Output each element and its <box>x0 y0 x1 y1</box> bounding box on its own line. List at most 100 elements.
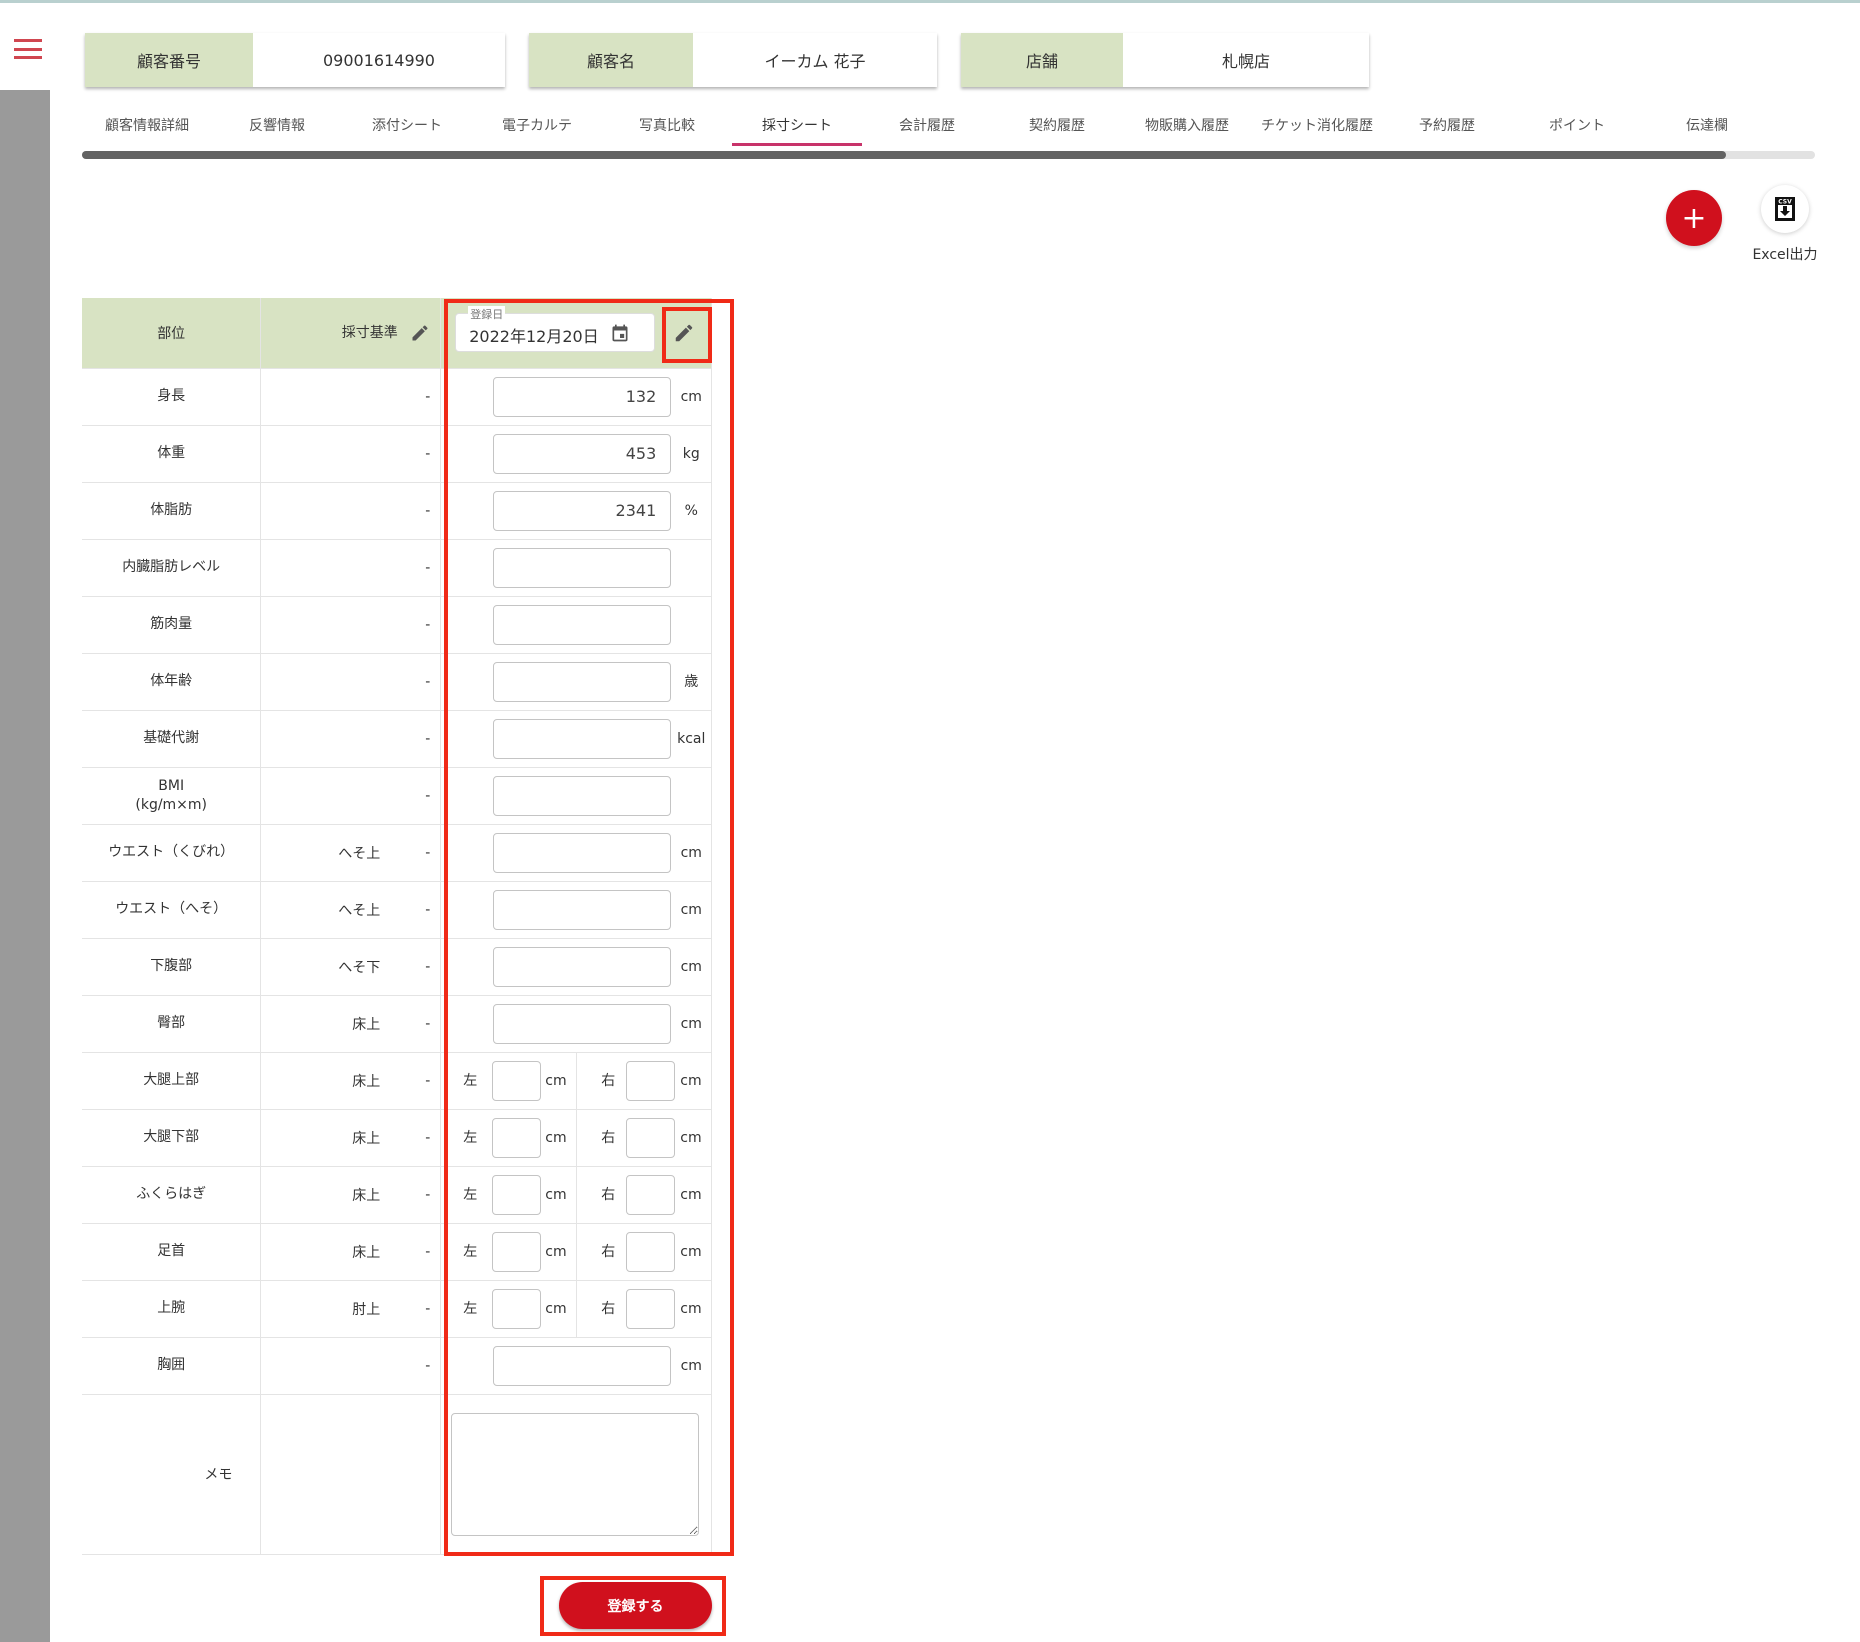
right-input[interactable] <box>626 1174 676 1215</box>
measurement-input[interactable] <box>493 946 672 987</box>
measurement-input[interactable] <box>493 775 672 816</box>
measurement-input[interactable] <box>493 832 672 873</box>
standard-ref: 床上 <box>352 1187 381 1204</box>
table-row: ウエスト（へそ） へそ上 - cm <box>82 881 712 939</box>
value-cell: kcal <box>440 710 712 768</box>
standard-dash: - <box>425 502 431 519</box>
tab-0[interactable]: 顧客情報詳細 <box>105 118 189 134</box>
divider <box>576 1166 578 1224</box>
card-label: 顧客名 <box>529 33 693 87</box>
tab-1[interactable]: 反響情報 <box>249 118 305 134</box>
measurement-input[interactable]: 132 <box>493 376 672 417</box>
table-row: 体重 - 453 kg <box>82 425 712 483</box>
measurement-input[interactable] <box>493 661 672 702</box>
right-input[interactable] <box>626 1231 676 1272</box>
plus-icon: + <box>1681 200 1707 236</box>
excel-export-button[interactable]: CSV <box>1761 185 1809 233</box>
unit-label: cm <box>680 1129 702 1146</box>
part-label: 基礎代謝 <box>82 710 262 768</box>
value-cell: cm <box>440 824 712 882</box>
unit-label: cm <box>680 1300 702 1317</box>
value-cell: 2341 % <box>440 482 712 540</box>
measurement-input[interactable]: 2341 <box>493 490 672 531</box>
left-input[interactable] <box>492 1174 542 1215</box>
standard-cell: - <box>260 482 442 540</box>
standard-dash: - <box>425 1243 431 1260</box>
standard-cell: - <box>260 1337 442 1395</box>
excel-export-label: Excel出力 <box>1752 247 1818 263</box>
part-label: 体年齢 <box>82 653 262 711</box>
tab-9[interactable]: チケット消化履歴 <box>1261 118 1373 134</box>
scrollbar-thumb[interactable] <box>82 151 1726 159</box>
register-button[interactable]: 登録する <box>559 1582 712 1629</box>
date-value: 2022年12月20日 <box>469 327 599 346</box>
card-value: 09001614990 <box>323 50 435 70</box>
right-input[interactable] <box>626 1117 676 1158</box>
value-cell: cm <box>440 938 712 996</box>
tab-5[interactable]: 採寸シート <box>732 112 862 146</box>
value-cell: 左 cm 右 cm <box>440 1052 712 1110</box>
calendar-icon[interactable] <box>610 323 630 343</box>
tab-bar: 顧客情報詳細 反響情報 添付シート 電子カルテ 写真比較 採寸シート 会計履歴 契約履歴 物販購… <box>82 112 1772 146</box>
memo-cell <box>440 1394 712 1555</box>
tab-12[interactable]: 伝達欄 <box>1686 118 1728 134</box>
right-input[interactable] <box>626 1060 676 1101</box>
value-cell <box>440 596 712 654</box>
right-label: 右 <box>601 1072 616 1089</box>
tab-4[interactable]: 写真比較 <box>639 118 695 134</box>
tab-11[interactable]: ポイント <box>1549 118 1605 134</box>
hamburger-menu-icon[interactable] <box>14 39 42 59</box>
standard-cell: 床上 - <box>260 1223 442 1281</box>
left-input[interactable] <box>492 1288 542 1329</box>
standard-cell: - <box>260 767 442 825</box>
add-button[interactable]: + <box>1666 190 1722 246</box>
unit-label: 歳 <box>684 673 699 690</box>
right-label: 右 <box>601 1243 616 1260</box>
left-input[interactable] <box>492 1117 542 1158</box>
tab-6[interactable]: 会計履歴 <box>899 118 955 134</box>
standard-dash: - <box>425 1186 431 1203</box>
edit-standard-pencil-icon[interactable] <box>410 323 430 343</box>
right-label: 右 <box>601 1300 616 1317</box>
part-label: 大腿下部 <box>82 1109 262 1167</box>
tab-10[interactable]: 予約履歴 <box>1419 118 1475 134</box>
measurement-input[interactable] <box>493 718 672 759</box>
registration-date-field[interactable]: 登録日 2022年12月20日 <box>455 306 656 352</box>
table-row: 内臓脂肪レベル - <box>82 539 712 597</box>
standard-ref: 床上 <box>352 1073 381 1090</box>
left-label: 左 <box>463 1072 478 1089</box>
table-row: 下腹部 へそ下 - cm <box>82 938 712 996</box>
measurement-input[interactable] <box>493 1003 672 1044</box>
measurement-input[interactable] <box>493 889 672 930</box>
measurement-input[interactable] <box>493 604 672 645</box>
table-row: 筋肉量 - <box>82 596 712 654</box>
measurement-input[interactable] <box>493 1345 672 1386</box>
unit-label: cm <box>545 1243 567 1260</box>
tab-7[interactable]: 契約履歴 <box>1029 118 1085 134</box>
standard-dash: - <box>425 1015 431 1032</box>
standard-dash: - <box>425 445 431 462</box>
measurement-input[interactable]: 453 <box>493 433 672 474</box>
card-value: イーカム 花子 <box>764 52 866 71</box>
divider <box>576 1109 578 1167</box>
sidebar <box>0 3 50 1642</box>
right-input[interactable] <box>626 1288 676 1329</box>
tab-8[interactable]: 物販購入履歴 <box>1145 118 1229 134</box>
standard-dash: - <box>425 616 431 633</box>
standard-ref: 床上 <box>352 1016 381 1033</box>
customer-name-card: 顧客名 イーカム 花子 <box>529 33 937 87</box>
tab-3[interactable]: 電子カルテ <box>502 118 572 134</box>
part-label: 身長 <box>82 368 262 426</box>
left-input[interactable] <box>492 1231 542 1272</box>
left-input[interactable] <box>492 1060 542 1101</box>
store-card: 店舗 札幌店 <box>961 33 1369 87</box>
memo-textarea[interactable] <box>451 1412 700 1536</box>
tab-scrollbar[interactable] <box>82 151 1815 159</box>
standard-cell: へそ下 - <box>260 938 442 996</box>
tab-2[interactable]: 添付シート <box>372 118 442 134</box>
divider <box>576 1223 578 1281</box>
right-label: 右 <box>601 1129 616 1146</box>
edit-date-pencil-icon[interactable] <box>673 322 695 344</box>
measurement-input[interactable] <box>493 547 672 588</box>
part-label: ウエスト（へそ） <box>82 881 262 939</box>
